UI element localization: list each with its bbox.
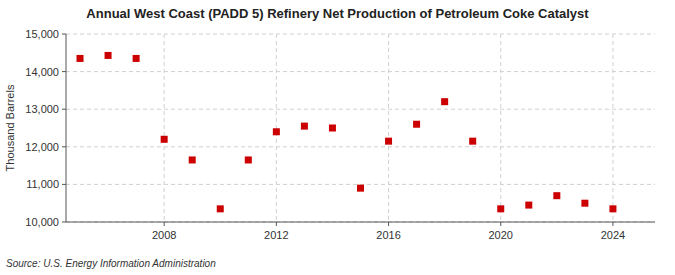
point	[609, 205, 616, 212]
point	[385, 138, 392, 145]
x-grid-line	[276, 34, 277, 222]
grid	[66, 34, 655, 222]
point	[245, 156, 252, 163]
y-tick-label: 10,000	[25, 216, 59, 228]
x-grid-line	[612, 34, 613, 222]
point	[497, 205, 504, 212]
y-grid-line	[66, 222, 655, 223]
axes: 10,000 11,000 12,000 13,000 14,000 15,000 2008…	[25, 28, 655, 241]
y-tick	[62, 34, 66, 35]
x-tick-label: 2012	[264, 229, 288, 241]
title: Annual West Coast (PADD 5) Refinery Net …	[86, 6, 589, 21]
point	[105, 52, 112, 59]
x-axis-line	[66, 222, 655, 223]
point	[329, 125, 336, 132]
y-tick	[62, 109, 66, 110]
x-tick-label: 2016	[376, 229, 400, 241]
points	[77, 52, 617, 212]
point	[581, 200, 588, 207]
x-tick-label: 2020	[488, 229, 512, 241]
x-tick	[500, 222, 501, 226]
y-grid-line	[66, 146, 655, 147]
y-grid-line	[66, 71, 655, 72]
y-tick-label: 11,000	[26, 178, 59, 190]
point	[77, 55, 84, 62]
y-tick	[62, 222, 66, 223]
y-tick	[62, 71, 66, 72]
x-tick	[164, 222, 165, 226]
x-grid-line	[388, 34, 389, 222]
point	[161, 136, 168, 143]
source-note: Source: U.S. Energy Information Administ…	[6, 258, 216, 269]
point	[525, 202, 532, 209]
x-grid-line	[500, 34, 501, 222]
point	[301, 123, 308, 130]
point	[133, 55, 140, 62]
point	[189, 156, 196, 163]
y-axis-line	[66, 34, 67, 222]
y-grid-line	[66, 34, 655, 35]
point	[469, 138, 476, 145]
point	[217, 205, 224, 212]
point	[413, 121, 420, 128]
y-tick-label: 13,000	[25, 103, 59, 115]
y-tick-label: 12,000	[25, 141, 59, 153]
y-tick-label: 15,000	[25, 28, 59, 40]
chart: 10,000 11,000 12,000 13,000 14,000 15,000 2008…	[0, 0, 675, 275]
point	[273, 128, 280, 135]
x-grid-line	[164, 34, 165, 222]
x-tick	[276, 222, 277, 226]
point	[441, 98, 448, 105]
x-tick-label: 2008	[152, 229, 176, 241]
y-tick-label: 14,000	[25, 66, 59, 78]
y-tick	[62, 184, 66, 185]
point	[553, 192, 560, 199]
x-tick	[612, 222, 613, 226]
y-grid-line	[66, 109, 655, 110]
x-tick-label: 2024	[601, 229, 625, 241]
point	[357, 185, 364, 192]
y-axis-label: Thousand Barrels	[4, 84, 16, 171]
x-tick	[388, 222, 389, 226]
y-tick	[62, 146, 66, 147]
chart-container: 10,000 11,000 12,000 13,000 14,000 15,000 2008…	[0, 0, 675, 275]
